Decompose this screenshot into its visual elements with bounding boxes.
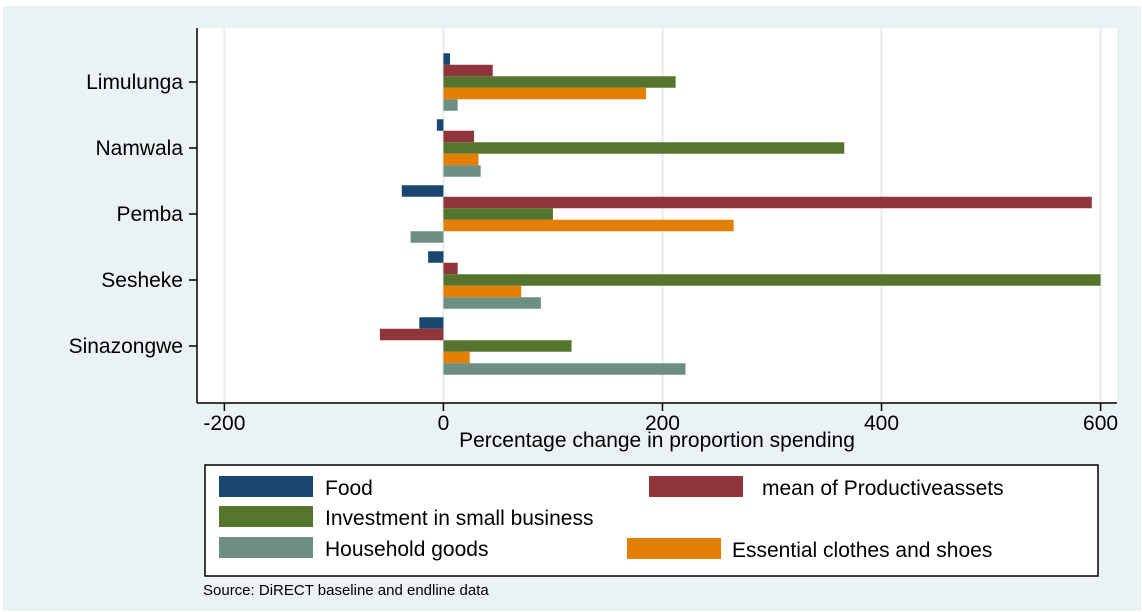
x-tick-label: -200 [203,412,245,435]
bar [443,153,479,166]
category-label: Sinazongwe [69,335,183,358]
bar [443,285,522,298]
legend-swatch-clothes [627,538,721,559]
bar [443,262,458,275]
x-axis-title: Percentage change in proportion spending [459,429,855,452]
x-ticks: -200 0 200 400 600 [203,403,1118,435]
category-label: Pemba [116,203,183,226]
x-tick-label: 0 [438,412,450,435]
bar [443,64,493,77]
x-tick-label: 400 [864,412,899,435]
bar [443,208,553,220]
legend-swatch-investment [219,506,313,527]
bar [443,76,676,88]
legend-label-investment: Investment in small business [325,507,593,530]
category-label: Namwala [95,137,183,160]
legend-swatch-food [219,476,313,497]
legend-label-food: Food [325,477,373,500]
legend-label-household-goods: Household goods [325,538,488,561]
bar [443,99,458,111]
bars [379,53,1101,375]
category-label: Sesheke [101,269,183,292]
bar [419,317,444,329]
bar [443,351,470,364]
bar [410,231,444,243]
legend: Food mean of Productiveassets Investment… [204,464,1099,577]
bar [443,297,541,309]
chart-frame: Limulunga Namwala Pemba Sesheke Sinazongwe -… [3,6,1141,611]
bar [436,119,444,131]
bar [443,53,450,65]
x-tick-label: 200 [645,412,680,435]
bar [443,274,1101,286]
bar-chart: Limulunga Namwala Pemba Sesheke Sinazongwe -… [69,28,1118,599]
category-label: Limulunga [86,71,183,94]
legend-swatch-household-goods [219,537,313,558]
source-note: Source: DiRECT baseline and endline data [203,582,489,599]
bar [401,185,444,197]
bar [443,219,734,232]
legend-label-clothes: Essential clothes and shoes [732,539,992,562]
category-labels: Limulunga Namwala Pemba Sesheke Sinazongwe [69,71,197,358]
bar [443,340,572,352]
legend-label-productive-assets: mean of Productiveassets [762,477,1004,500]
legend-swatch-productive-assets [649,476,743,497]
bar [443,363,686,375]
bar [379,328,444,341]
bar [443,142,845,154]
bar [443,87,647,100]
bar [443,196,1092,209]
bar [443,165,481,177]
plot-area [197,28,1117,403]
x-tick-label: 600 [1083,412,1118,435]
bar [428,251,444,263]
bar [443,130,475,143]
